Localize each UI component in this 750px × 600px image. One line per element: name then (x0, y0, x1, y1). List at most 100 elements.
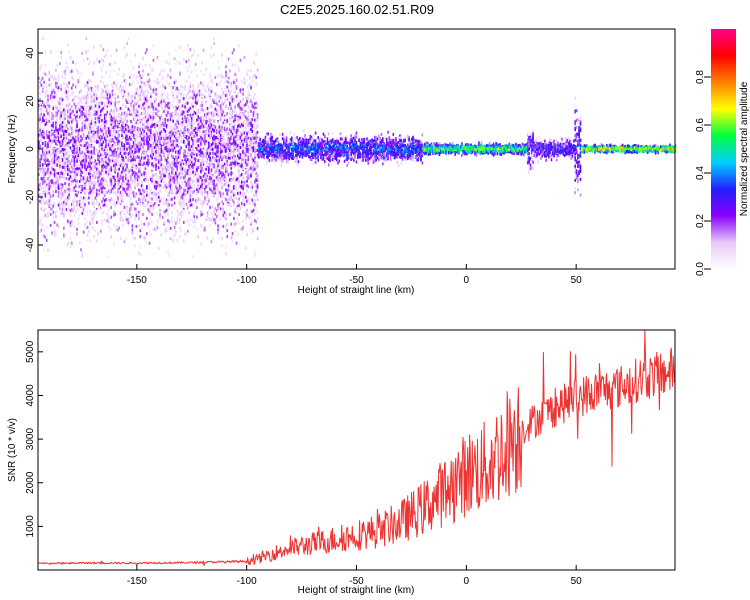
spectrogram-cell (55, 215, 57, 219)
spectrogram-cell (64, 72, 66, 76)
spectrogram-cell (139, 209, 142, 213)
spectrogram-cell (41, 116, 44, 120)
spectrogram-cell (86, 91, 89, 95)
spectrogram-cell (204, 142, 206, 146)
spectrogram-cell (202, 115, 205, 119)
spectrogram-cell (80, 204, 82, 208)
spectrogram-cell (177, 212, 180, 216)
spectrogram-cell (198, 117, 201, 121)
spectrogram-cell (198, 189, 201, 193)
spectrogram-cell (63, 108, 65, 112)
spectrogram-cell (49, 50, 52, 54)
spectrogram-cell (189, 203, 192, 207)
spectrogram-cell (201, 205, 204, 209)
spectrogram-cell (60, 183, 63, 187)
spectrogram-cell (163, 180, 165, 184)
spectrogram-cell (77, 101, 80, 105)
spectrogram-cell (81, 159, 84, 163)
spectrogram-cell (69, 118, 72, 122)
spectrogram-cell (138, 153, 140, 157)
spectrogram-cell (85, 154, 88, 158)
spectrogram-cell (102, 163, 105, 167)
spectrogram-cell (200, 169, 202, 173)
spectrogram-cell (56, 163, 59, 167)
spectrogram-cell (123, 90, 126, 94)
spectrogram-cell (55, 104, 57, 108)
spectrogram-cell (180, 186, 182, 190)
spectrogram-cell (188, 90, 190, 94)
spectrogram-cell (123, 111, 126, 115)
spectrogram-cell (113, 182, 115, 186)
spectrogram-cell (144, 89, 147, 93)
spectrogram-cell (39, 219, 41, 223)
spectrogram-cell (40, 154, 43, 158)
spectrogram-cell (113, 184, 115, 188)
spectrogram-cell (74, 154, 77, 158)
spectrogram-cell (84, 155, 86, 159)
spectrogram-cell (39, 153, 41, 157)
spectrogram-cell (74, 195, 77, 199)
spectrogram-cell (197, 90, 200, 94)
spectrogram-cell (56, 223, 59, 227)
spectrogram-cell (38, 87, 40, 91)
spectrogram-cell (92, 99, 94, 103)
spectrogram-cell (139, 245, 142, 249)
spectrogram-cell (150, 188, 152, 192)
spectrogram-cell (92, 134, 94, 138)
spectrogram-cell (206, 191, 209, 195)
spectrogram-cell (204, 138, 206, 142)
spectrogram-cell (167, 194, 169, 198)
spectrogram-cell (140, 126, 143, 130)
spectrogram-cell (93, 110, 95, 114)
spectrogram-cell (56, 157, 59, 161)
spectrogram-cell (208, 182, 210, 186)
spectrogram-cell (89, 113, 91, 117)
spectrogram-cell (43, 71, 45, 75)
spectrogram-cell (189, 133, 192, 137)
spectrogram-cell (49, 125, 52, 129)
spectrogram-cell (177, 113, 180, 117)
spectrogram-cell (90, 89, 93, 93)
spectrogram-cell (52, 183, 55, 187)
spectrogram-cell (109, 217, 111, 221)
spectrogram-cell (171, 161, 173, 165)
spectrogram-cell (49, 136, 52, 140)
spectrogram-cell (206, 236, 209, 240)
spectrogram-cell (114, 119, 117, 123)
spectrogram-cell (95, 101, 98, 105)
spectrogram-cell (131, 145, 134, 149)
spectrogram-cell (85, 156, 88, 160)
spectrogram-cell (65, 197, 68, 201)
spectrogram-cell (81, 95, 84, 99)
spectrogram-cell (109, 133, 111, 137)
spectrogram-cell (110, 138, 113, 142)
spectrogram-cell (139, 76, 142, 80)
spectrogram-cell (59, 124, 61, 128)
spectrogram-cell (70, 76, 73, 80)
spectrogram-cell (155, 87, 157, 91)
spectrogram-cell (176, 92, 178, 96)
spectrogram-cell (173, 196, 176, 200)
spectrogram-cell (196, 206, 198, 210)
spectrogram-cell (53, 76, 56, 80)
spectrogram-cell (119, 148, 122, 152)
spectrogram-cell (40, 185, 43, 189)
spectrogram-cell (169, 165, 172, 169)
spectrogram-cell (121, 217, 123, 221)
spectrogram-cell (118, 122, 120, 126)
spectrogram-cell (97, 232, 99, 236)
spectrogram-cell (127, 193, 130, 197)
spectrogram-cell (181, 104, 184, 108)
spectrogram-cell (44, 168, 47, 172)
spectrogram-cell (194, 199, 197, 203)
spectrogram-cell (200, 165, 202, 169)
spectrogram-cell (200, 213, 202, 217)
spectrogram-cell (115, 80, 118, 84)
spectrogram-cell (208, 114, 210, 118)
spectrogram-cell (74, 211, 77, 215)
spectrogram-cell (65, 124, 68, 128)
spectrogram-cell (103, 154, 106, 158)
spectrogram-cell (68, 193, 70, 197)
spectrogram-cell (94, 229, 97, 233)
spectrogram-cell (164, 123, 167, 127)
